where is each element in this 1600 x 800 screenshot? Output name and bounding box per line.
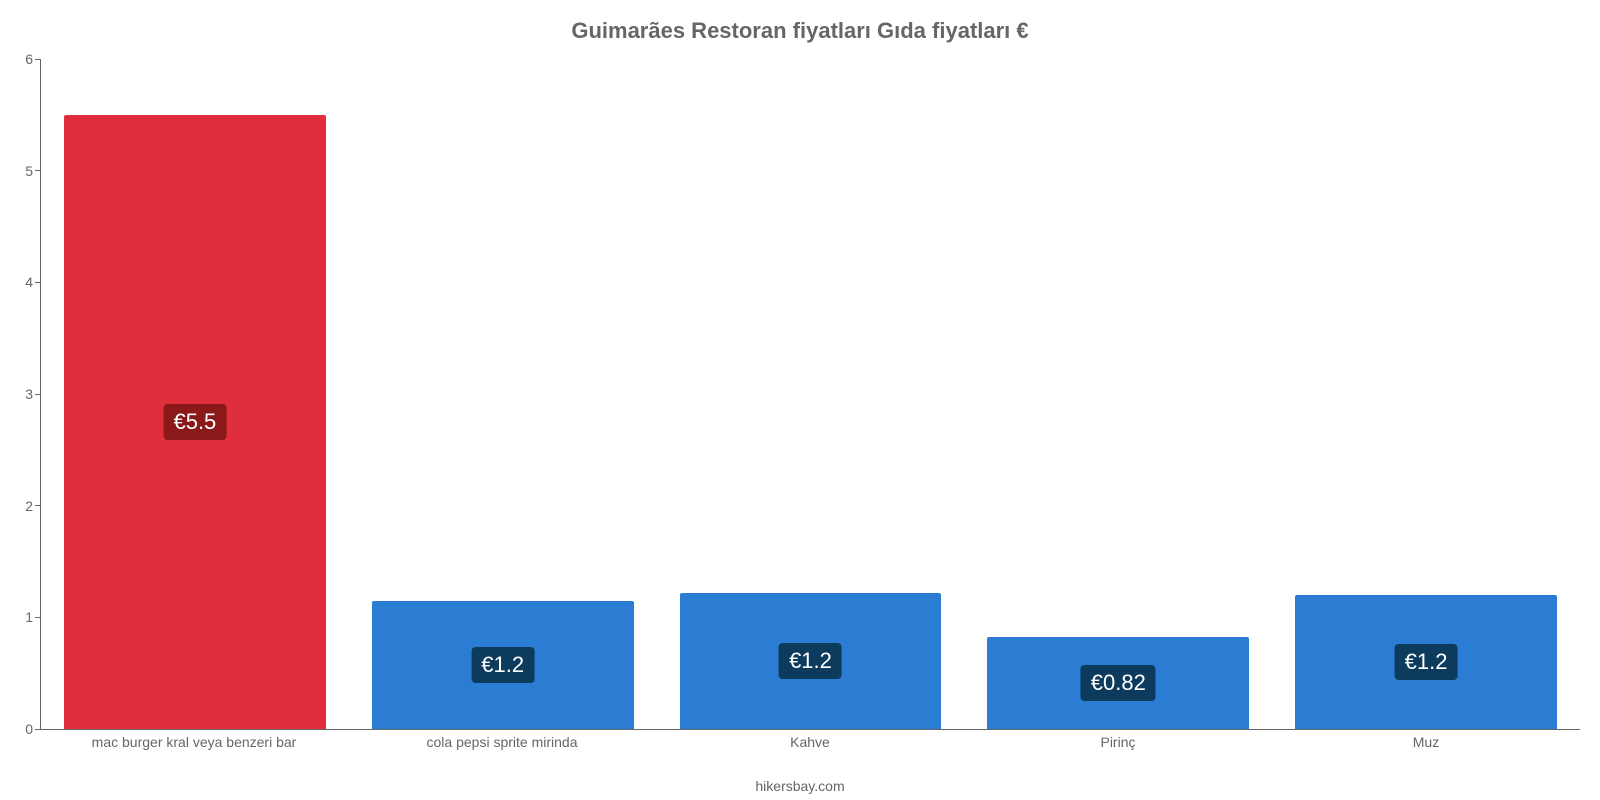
bars-row: €5.5 €1.2 €1.2 €0.82 €1.2	[41, 60, 1580, 729]
y-tick	[35, 394, 41, 395]
y-tick	[35, 170, 41, 171]
bar-slot: €0.82	[964, 60, 1272, 729]
data-label: €1.2	[471, 647, 534, 683]
bar: €0.82	[987, 637, 1249, 729]
y-tick	[35, 617, 41, 618]
bar-slot: €5.5	[41, 60, 349, 729]
y-axis-label: 0	[11, 721, 33, 737]
data-label: €1.2	[779, 643, 842, 679]
y-axis-label: 1	[11, 609, 33, 625]
y-axis-label: 4	[11, 274, 33, 290]
data-label: €0.82	[1081, 665, 1156, 701]
chart-footer: hikersbay.com	[0, 778, 1600, 794]
bar: €1.2	[372, 601, 634, 729]
bar-chart: Guimarães Restoran fiyatları Gıda fiyatl…	[0, 0, 1600, 800]
y-axis-label: 2	[11, 498, 33, 514]
chart-title: Guimarães Restoran fiyatları Gıda fiyatl…	[0, 18, 1600, 44]
y-tick	[35, 505, 41, 506]
bar: €1.2	[680, 593, 942, 729]
x-axis-label: cola pepsi sprite mirinda	[348, 734, 656, 750]
bar-slot: €1.2	[657, 60, 965, 729]
bar: €5.5	[64, 115, 326, 729]
y-axis-label: 3	[11, 386, 33, 402]
y-tick	[35, 282, 41, 283]
bar-slot: €1.2	[1272, 60, 1580, 729]
y-tick	[35, 729, 41, 730]
data-label: €5.5	[163, 404, 226, 440]
bar: €1.2	[1295, 595, 1557, 729]
x-axis-label: Kahve	[656, 734, 964, 750]
x-axis-label: mac burger kral veya benzeri bar	[40, 734, 348, 750]
x-axis-labels: mac burger kral veya benzeri barcola pep…	[40, 734, 1580, 750]
data-label: €1.2	[1395, 644, 1458, 680]
x-axis-label: Muz	[1272, 734, 1580, 750]
y-tick	[35, 59, 41, 60]
x-axis-label: Pirinç	[964, 734, 1272, 750]
bar-slot: €1.2	[349, 60, 657, 729]
plot-area: €5.5€1.2€1.2€0.82€1.2 0123456	[40, 60, 1580, 730]
y-axis-label: 6	[11, 51, 33, 67]
y-axis-label: 5	[11, 163, 33, 179]
